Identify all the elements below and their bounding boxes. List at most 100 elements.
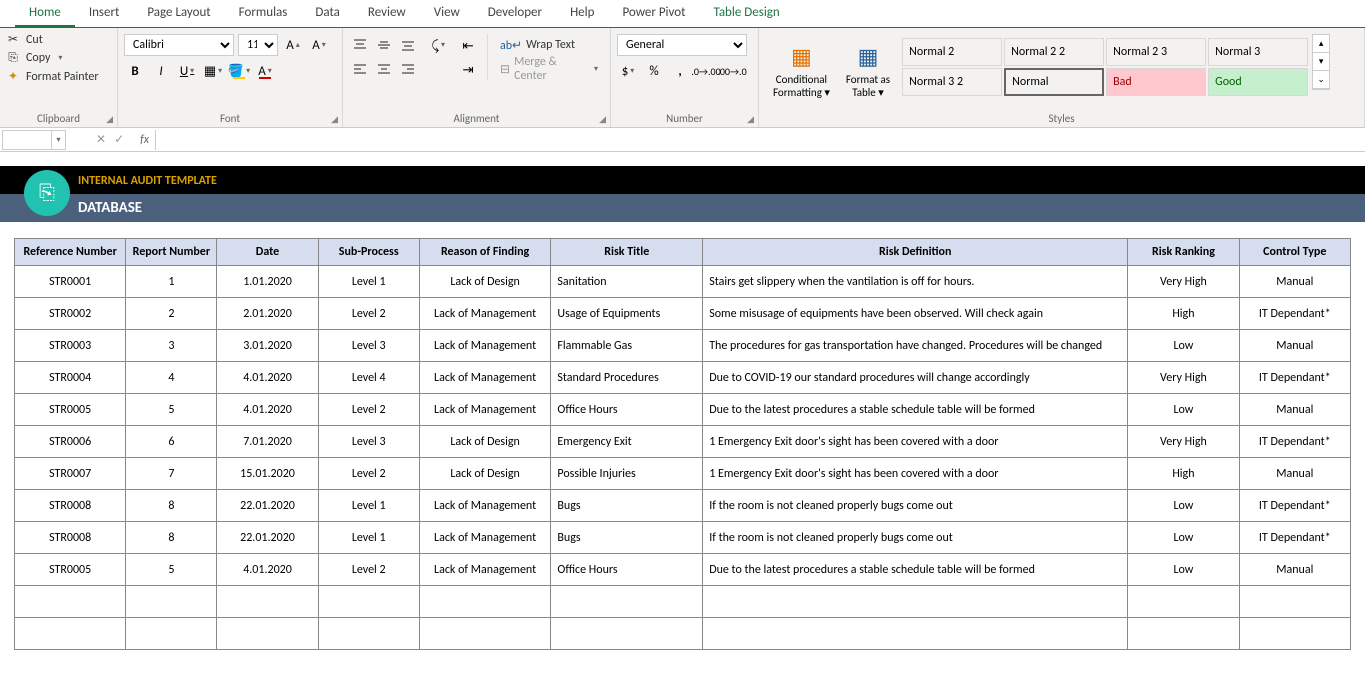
name-box[interactable] xyxy=(2,130,52,150)
underline-button[interactable]: U▾ xyxy=(176,60,198,82)
cell[interactable]: Manual xyxy=(1239,458,1350,490)
cell[interactable]: Bugs xyxy=(551,522,703,554)
font-name-select[interactable]: Calibri xyxy=(124,34,234,56)
cell[interactable]: 22.01.2020 xyxy=(217,490,318,522)
cell[interactable]: 4.01.2020 xyxy=(217,554,318,586)
cell[interactable]: STR0003 xyxy=(15,330,126,362)
wrap-text-button[interactable]: ab↵Wrap Text xyxy=(494,34,604,56)
align-left-button[interactable] xyxy=(349,58,371,80)
cell[interactable]: Level 3 xyxy=(318,330,419,362)
tab-insert[interactable]: Insert xyxy=(75,0,134,27)
merge-center-button[interactable]: ⊟Merge & Center▾ xyxy=(494,58,604,80)
cell[interactable]: Due to COVID-19 our standard procedures … xyxy=(703,362,1128,394)
increase-decimal-button[interactable]: .0→.00 xyxy=(695,60,717,82)
cell[interactable] xyxy=(1128,586,1239,618)
table-row[interactable]: STR0008822.01.2020Level 1Lack of Managem… xyxy=(15,522,1351,554)
cell[interactable]: The procedures for gas transportation ha… xyxy=(703,330,1128,362)
cell[interactable]: Emergency Exit xyxy=(551,426,703,458)
cell[interactable]: Level 4 xyxy=(318,362,419,394)
cut-button[interactable]: ✂Cut xyxy=(6,30,111,49)
cell[interactable]: Office Hours xyxy=(551,554,703,586)
cell[interactable]: IT Dependant* xyxy=(1239,522,1350,554)
cell[interactable]: If the room is not cleaned properly bugs… xyxy=(703,490,1128,522)
orientation-button[interactable]: ⤹▾ xyxy=(427,34,449,56)
expand-icon[interactable]: ◢ xyxy=(331,114,338,125)
cell[interactable]: Due to the latest procedures a stable sc… xyxy=(703,554,1128,586)
cell[interactable]: Manual xyxy=(1239,554,1350,586)
tab-table-design[interactable]: Table Design xyxy=(700,0,794,27)
cell[interactable]: Lack of Design xyxy=(419,458,551,490)
cell[interactable] xyxy=(126,586,217,618)
enter-icon[interactable]: ✓ xyxy=(114,132,124,147)
tab-formulas[interactable]: Formulas xyxy=(225,0,302,27)
cell[interactable]: High xyxy=(1128,458,1239,490)
decrease-decimal-button[interactable]: .00→.0 xyxy=(721,60,743,82)
tab-developer[interactable]: Developer xyxy=(474,0,556,27)
align-right-button[interactable] xyxy=(397,58,419,80)
cell[interactable]: IT Dependant* xyxy=(1239,362,1350,394)
expand-icon[interactable]: ◢ xyxy=(106,114,113,125)
border-button[interactable]: ▦▾ xyxy=(202,60,224,82)
cell[interactable] xyxy=(217,586,318,618)
cell[interactable]: Lack of Design xyxy=(419,266,551,298)
cell[interactable] xyxy=(419,618,551,650)
expand-icon[interactable]: ◢ xyxy=(599,114,606,125)
copy-button[interactable]: ⎘Copy▾ xyxy=(6,49,111,67)
tab-view[interactable]: View xyxy=(420,0,474,27)
expand-icon[interactable]: ◢ xyxy=(747,114,754,125)
font-color-button[interactable]: A▾ xyxy=(254,60,276,82)
cell[interactable]: Level 3 xyxy=(318,426,419,458)
column-header[interactable]: Report Number xyxy=(126,239,217,266)
tab-power-pivot[interactable]: Power Pivot xyxy=(608,0,699,27)
cell[interactable] xyxy=(1239,618,1350,650)
cell[interactable]: 6 xyxy=(126,426,217,458)
cell[interactable] xyxy=(703,586,1128,618)
cell[interactable]: Lack of Management xyxy=(419,394,551,426)
cell[interactable]: Some misusage of equipments have been ob… xyxy=(703,298,1128,330)
cell[interactable]: Level 2 xyxy=(318,394,419,426)
style-cell[interactable]: Normal xyxy=(1004,68,1104,96)
cell[interactable]: Lack of Design xyxy=(419,426,551,458)
cell[interactable]: 1 Emergency Exit door's sight has been c… xyxy=(703,458,1128,490)
align-middle-button[interactable] xyxy=(373,34,395,56)
cell[interactable]: Lack of Management xyxy=(419,298,551,330)
cell[interactable] xyxy=(318,618,419,650)
column-header[interactable]: Date xyxy=(217,239,318,266)
fx-icon[interactable]: fx xyxy=(134,133,155,147)
font-size-select[interactable]: 11 xyxy=(238,34,278,56)
decrease-indent-button[interactable]: ⇤ xyxy=(457,34,479,56)
styles-more-button[interactable]: ⌄ xyxy=(1313,71,1329,89)
cell[interactable]: Level 2 xyxy=(318,298,419,330)
cell[interactable] xyxy=(419,586,551,618)
table-row[interactable]: STR000111.01.2020Level 1Lack of DesignSa… xyxy=(15,266,1351,298)
column-header[interactable]: Sub-Process xyxy=(318,239,419,266)
column-header[interactable]: Reason of Finding xyxy=(419,239,551,266)
cell[interactable] xyxy=(551,586,703,618)
cell[interactable] xyxy=(217,618,318,650)
cell[interactable]: 4.01.2020 xyxy=(217,362,318,394)
cell[interactable]: 1.01.2020 xyxy=(217,266,318,298)
table-row[interactable]: STR0007715.01.2020Level 2Lack of DesignP… xyxy=(15,458,1351,490)
table-row[interactable]: STR0008822.01.2020Level 1Lack of Managem… xyxy=(15,490,1351,522)
cell[interactable]: Flammable Gas xyxy=(551,330,703,362)
cell[interactable]: Manual xyxy=(1239,266,1350,298)
tab-review[interactable]: Review xyxy=(354,0,420,27)
cell[interactable]: STR0001 xyxy=(15,266,126,298)
styles-up-button[interactable]: ▴ xyxy=(1313,35,1329,53)
cell[interactable]: 4.01.2020 xyxy=(217,394,318,426)
cell[interactable] xyxy=(1128,618,1239,650)
cell[interactable]: Low xyxy=(1128,394,1239,426)
table-row[interactable] xyxy=(15,586,1351,618)
tab-data[interactable]: Data xyxy=(301,0,354,27)
cell[interactable]: 1 Emergency Exit door's sight has been c… xyxy=(703,426,1128,458)
table-row[interactable]: STR000333.01.2020Level 3Lack of Manageme… xyxy=(15,330,1351,362)
align-bottom-button[interactable] xyxy=(397,34,419,56)
cell[interactable]: Stairs get slippery when the vantilation… xyxy=(703,266,1128,298)
name-box-dropdown[interactable]: ▾ xyxy=(52,130,66,150)
cell[interactable]: STR0006 xyxy=(15,426,126,458)
styles-down-button[interactable]: ▾ xyxy=(1313,53,1329,71)
cell[interactable]: STR0005 xyxy=(15,554,126,586)
cell[interactable]: Manual xyxy=(1239,394,1350,426)
table-row[interactable]: STR000554.01.2020Level 2Lack of Manageme… xyxy=(15,394,1351,426)
cell[interactable]: 4 xyxy=(126,362,217,394)
